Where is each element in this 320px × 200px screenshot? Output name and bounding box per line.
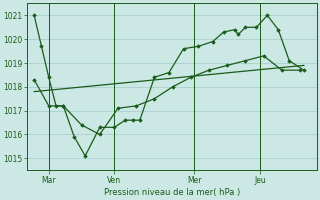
X-axis label: Pression niveau de la mer( hPa ): Pression niveau de la mer( hPa ): [104, 188, 240, 197]
